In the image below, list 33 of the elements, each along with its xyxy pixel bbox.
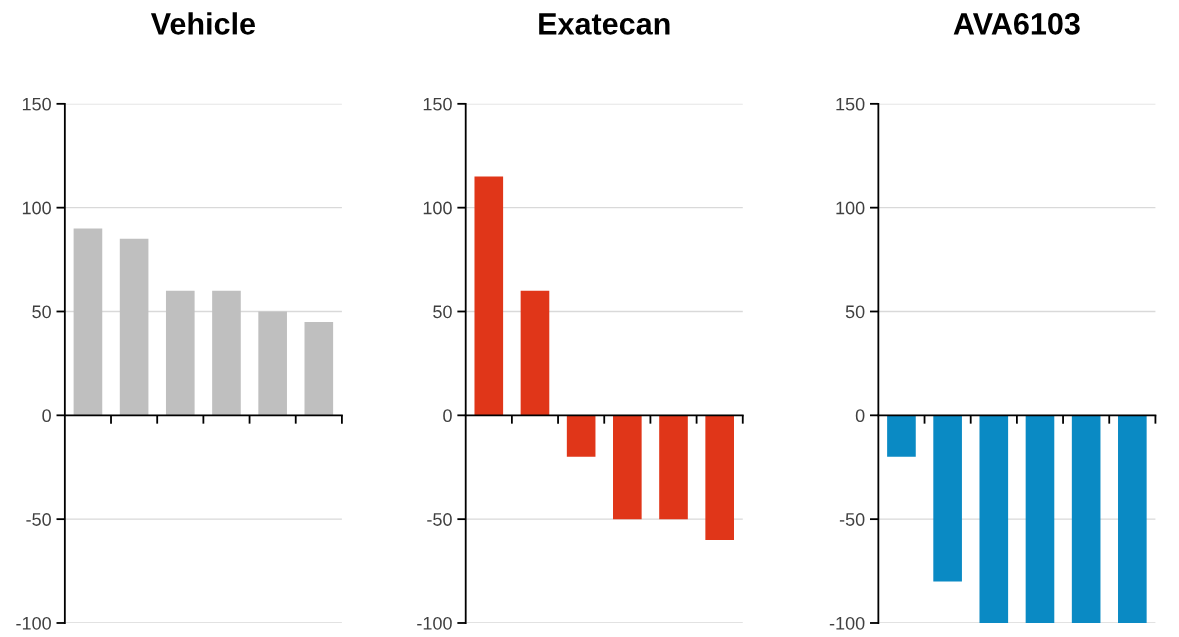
- y-tick-label: 50: [433, 305, 452, 319]
- bar: [474, 176, 504, 416]
- chart-title: Exatecan: [539, 13, 670, 35]
- y-tick-label: 0: [42, 409, 51, 423]
- bar: [304, 321, 334, 416]
- y-tick-label: -50: [839, 513, 865, 526]
- bar: [520, 290, 550, 416]
- bar: [165, 290, 195, 416]
- y-tick-label: -100: [829, 616, 865, 630]
- bar: [258, 311, 287, 416]
- y-tick-label: 50: [32, 305, 51, 319]
- y-tick-label: 0: [443, 409, 452, 423]
- y-tick-label: 0: [855, 409, 865, 423]
- y-tick-label: -100: [417, 616, 452, 630]
- bar: [705, 415, 734, 540]
- bar: [613, 415, 642, 520]
- bar: [659, 415, 688, 520]
- y-tick-label: -50: [427, 513, 452, 526]
- bar: [566, 415, 596, 457]
- bar: [119, 238, 149, 416]
- y-tick-label: 100: [836, 201, 865, 215]
- y-tick-label: -50: [26, 513, 51, 526]
- y-tick-label: 50: [845, 305, 865, 319]
- y-tick-label: 150: [423, 97, 452, 111]
- chart-title: AVA6103: [953, 13, 1080, 35]
- y-tick-label: 100: [22, 201, 51, 215]
- y-tick-label: 150: [836, 97, 865, 111]
- y-tick-label: 150: [22, 97, 51, 111]
- y-tick-label: 100: [423, 201, 452, 215]
- bar: [73, 228, 103, 416]
- chart-title: Vehicle: [150, 12, 255, 35]
- y-tick-label: -100: [16, 616, 51, 630]
- bar: [212, 290, 241, 416]
